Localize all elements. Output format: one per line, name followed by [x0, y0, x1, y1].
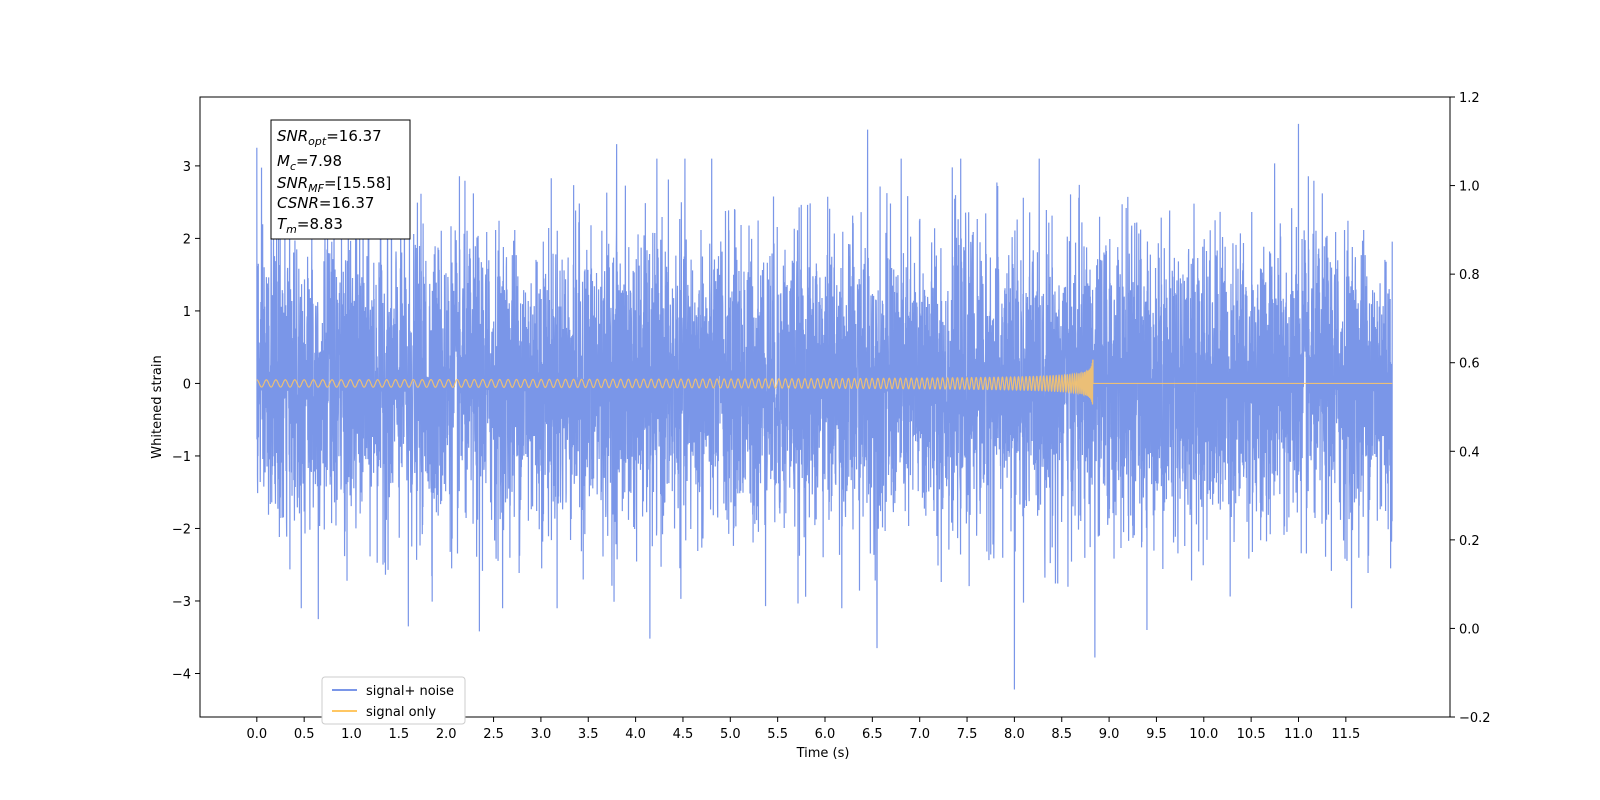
- x-tick-label: 9.0: [1099, 727, 1120, 742]
- x-tick-label: 4.0: [625, 727, 646, 742]
- x-tick-label: 11.5: [1331, 727, 1360, 742]
- y2-tick-label: 1.0: [1459, 180, 1480, 195]
- x-tick-label: 1.0: [341, 727, 362, 742]
- annotation-line-snr-mf: SNRMF=[15.58]: [277, 174, 391, 195]
- y2-tick-label: 0.2: [1459, 534, 1480, 549]
- series-signal-only-line: [256, 359, 1393, 405]
- annotation-line-snr-opt: SNRopt=16.37: [277, 127, 382, 148]
- annotation-line-tm: Tm=8.83: [277, 215, 343, 236]
- y2-tick-label: 1.2: [1459, 91, 1480, 106]
- y2-tick-label: 0.4: [1459, 445, 1480, 460]
- x-tick-label: 9.5: [1146, 727, 1167, 742]
- x-tick-label: 3.5: [578, 727, 599, 742]
- y-tick-label: 3: [183, 160, 191, 175]
- x-tick-label: 0.5: [294, 727, 315, 742]
- x-tick-label: 3.0: [531, 727, 552, 742]
- y-tick-label: −1: [172, 450, 191, 465]
- x-tick-label: 11.0: [1284, 727, 1313, 742]
- y-axis: 3 2 1 0 −1 −2 −3 −4: [172, 160, 200, 682]
- x-tick-label: 8.0: [1004, 727, 1025, 742]
- x-tick-label: 2.0: [436, 727, 457, 742]
- legend-label-signal-noise: signal+ noise: [366, 684, 454, 699]
- x-tick-label: 8.5: [1051, 727, 1072, 742]
- x-tick-label: 5.5: [767, 727, 788, 742]
- plot-area: [256, 123, 1393, 690]
- y2-tick-label: 0.8: [1459, 268, 1480, 283]
- x-tick-label: 0.0: [246, 727, 267, 742]
- legend-label-signal-only: signal only: [366, 705, 436, 720]
- x-axis-label: Time (s): [796, 746, 850, 761]
- y-tick-label: −3: [172, 595, 191, 610]
- x-tick-label: 2.5: [483, 727, 504, 742]
- y-tick-label: 0: [183, 377, 191, 392]
- x-tick-label: 10.5: [1237, 727, 1266, 742]
- y-tick-label: −2: [172, 522, 191, 537]
- y-tick-label: 1: [183, 305, 191, 320]
- y-tick-label: −4: [172, 667, 191, 682]
- x-tick-label: 6.5: [862, 727, 883, 742]
- legend: signal+ noise signal only: [321, 676, 466, 725]
- annotation-line-mc: Mc=7.98: [277, 152, 342, 173]
- y-axis-label: Whitened strain: [150, 355, 165, 458]
- annotation-line-csnr: CSNR=16.37: [277, 194, 374, 212]
- x-tick-label: 10.0: [1189, 727, 1218, 742]
- x-axis: 0.0 0.5 1.0 1.5 2.0 2.5 3.0 3.5 4.0 4.5 5.0 5.5 6.0 6…: [246, 717, 1360, 742]
- x-tick-label: 7.5: [957, 727, 978, 742]
- series-signal-noise-line: [256, 123, 1393, 690]
- y2-tick-label: −0.2: [1459, 711, 1491, 726]
- x-tick-label: 7.0: [909, 727, 930, 742]
- y2-axis: 1.2 1.0 0.8 0.6 0.4 0.2 0.0 −0.2: [1450, 91, 1491, 726]
- x-tick-label: 5.0: [720, 727, 741, 742]
- x-tick-label: 6.0: [815, 727, 836, 742]
- x-tick-label: 4.5: [673, 727, 694, 742]
- y2-tick-label: 0.6: [1459, 357, 1480, 372]
- x-tick-label: 1.5: [389, 727, 410, 742]
- y2-tick-label: 0.0: [1459, 622, 1480, 637]
- y-tick-label: 2: [183, 232, 191, 247]
- annotation-box: SNRopt=16.37 Mc=7.98 SNRMF=[15.58] CSNR=…: [270, 119, 411, 240]
